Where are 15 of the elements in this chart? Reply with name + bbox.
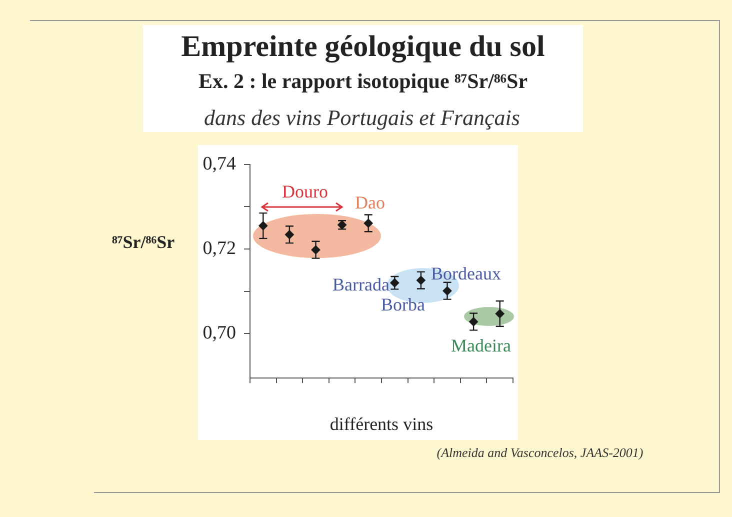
- annotation: Borba: [381, 294, 425, 316]
- text: dans des vins Portugais et Français: [204, 105, 520, 131]
- y-axis-title: ⁸⁷Sr/⁸⁶Sr: [112, 232, 175, 253]
- text: (Almeida and Vasconcelos, JAAS-2001): [436, 445, 644, 461]
- annotation: Dao: [355, 192, 385, 214]
- annotation: Madeira: [451, 336, 511, 356]
- y-tick-label: 0,70: [202, 322, 236, 344]
- y-tick-label: 0,72: [202, 238, 236, 259]
- annotation: Douro: [282, 182, 328, 202]
- y-tick-label: 0,74: [202, 153, 236, 174]
- annotation: Barrada: [332, 274, 390, 296]
- chart-title: Empreinte géologique du sol: [180, 30, 546, 64]
- annotation: Bordeaux: [431, 264, 501, 284]
- x-axis-title: différents vins: [330, 414, 434, 434]
- chart-subtitle: Ex. 2 : le rapport isotopique ⁸⁷Sr/⁸⁶Sr: [197, 69, 529, 94]
